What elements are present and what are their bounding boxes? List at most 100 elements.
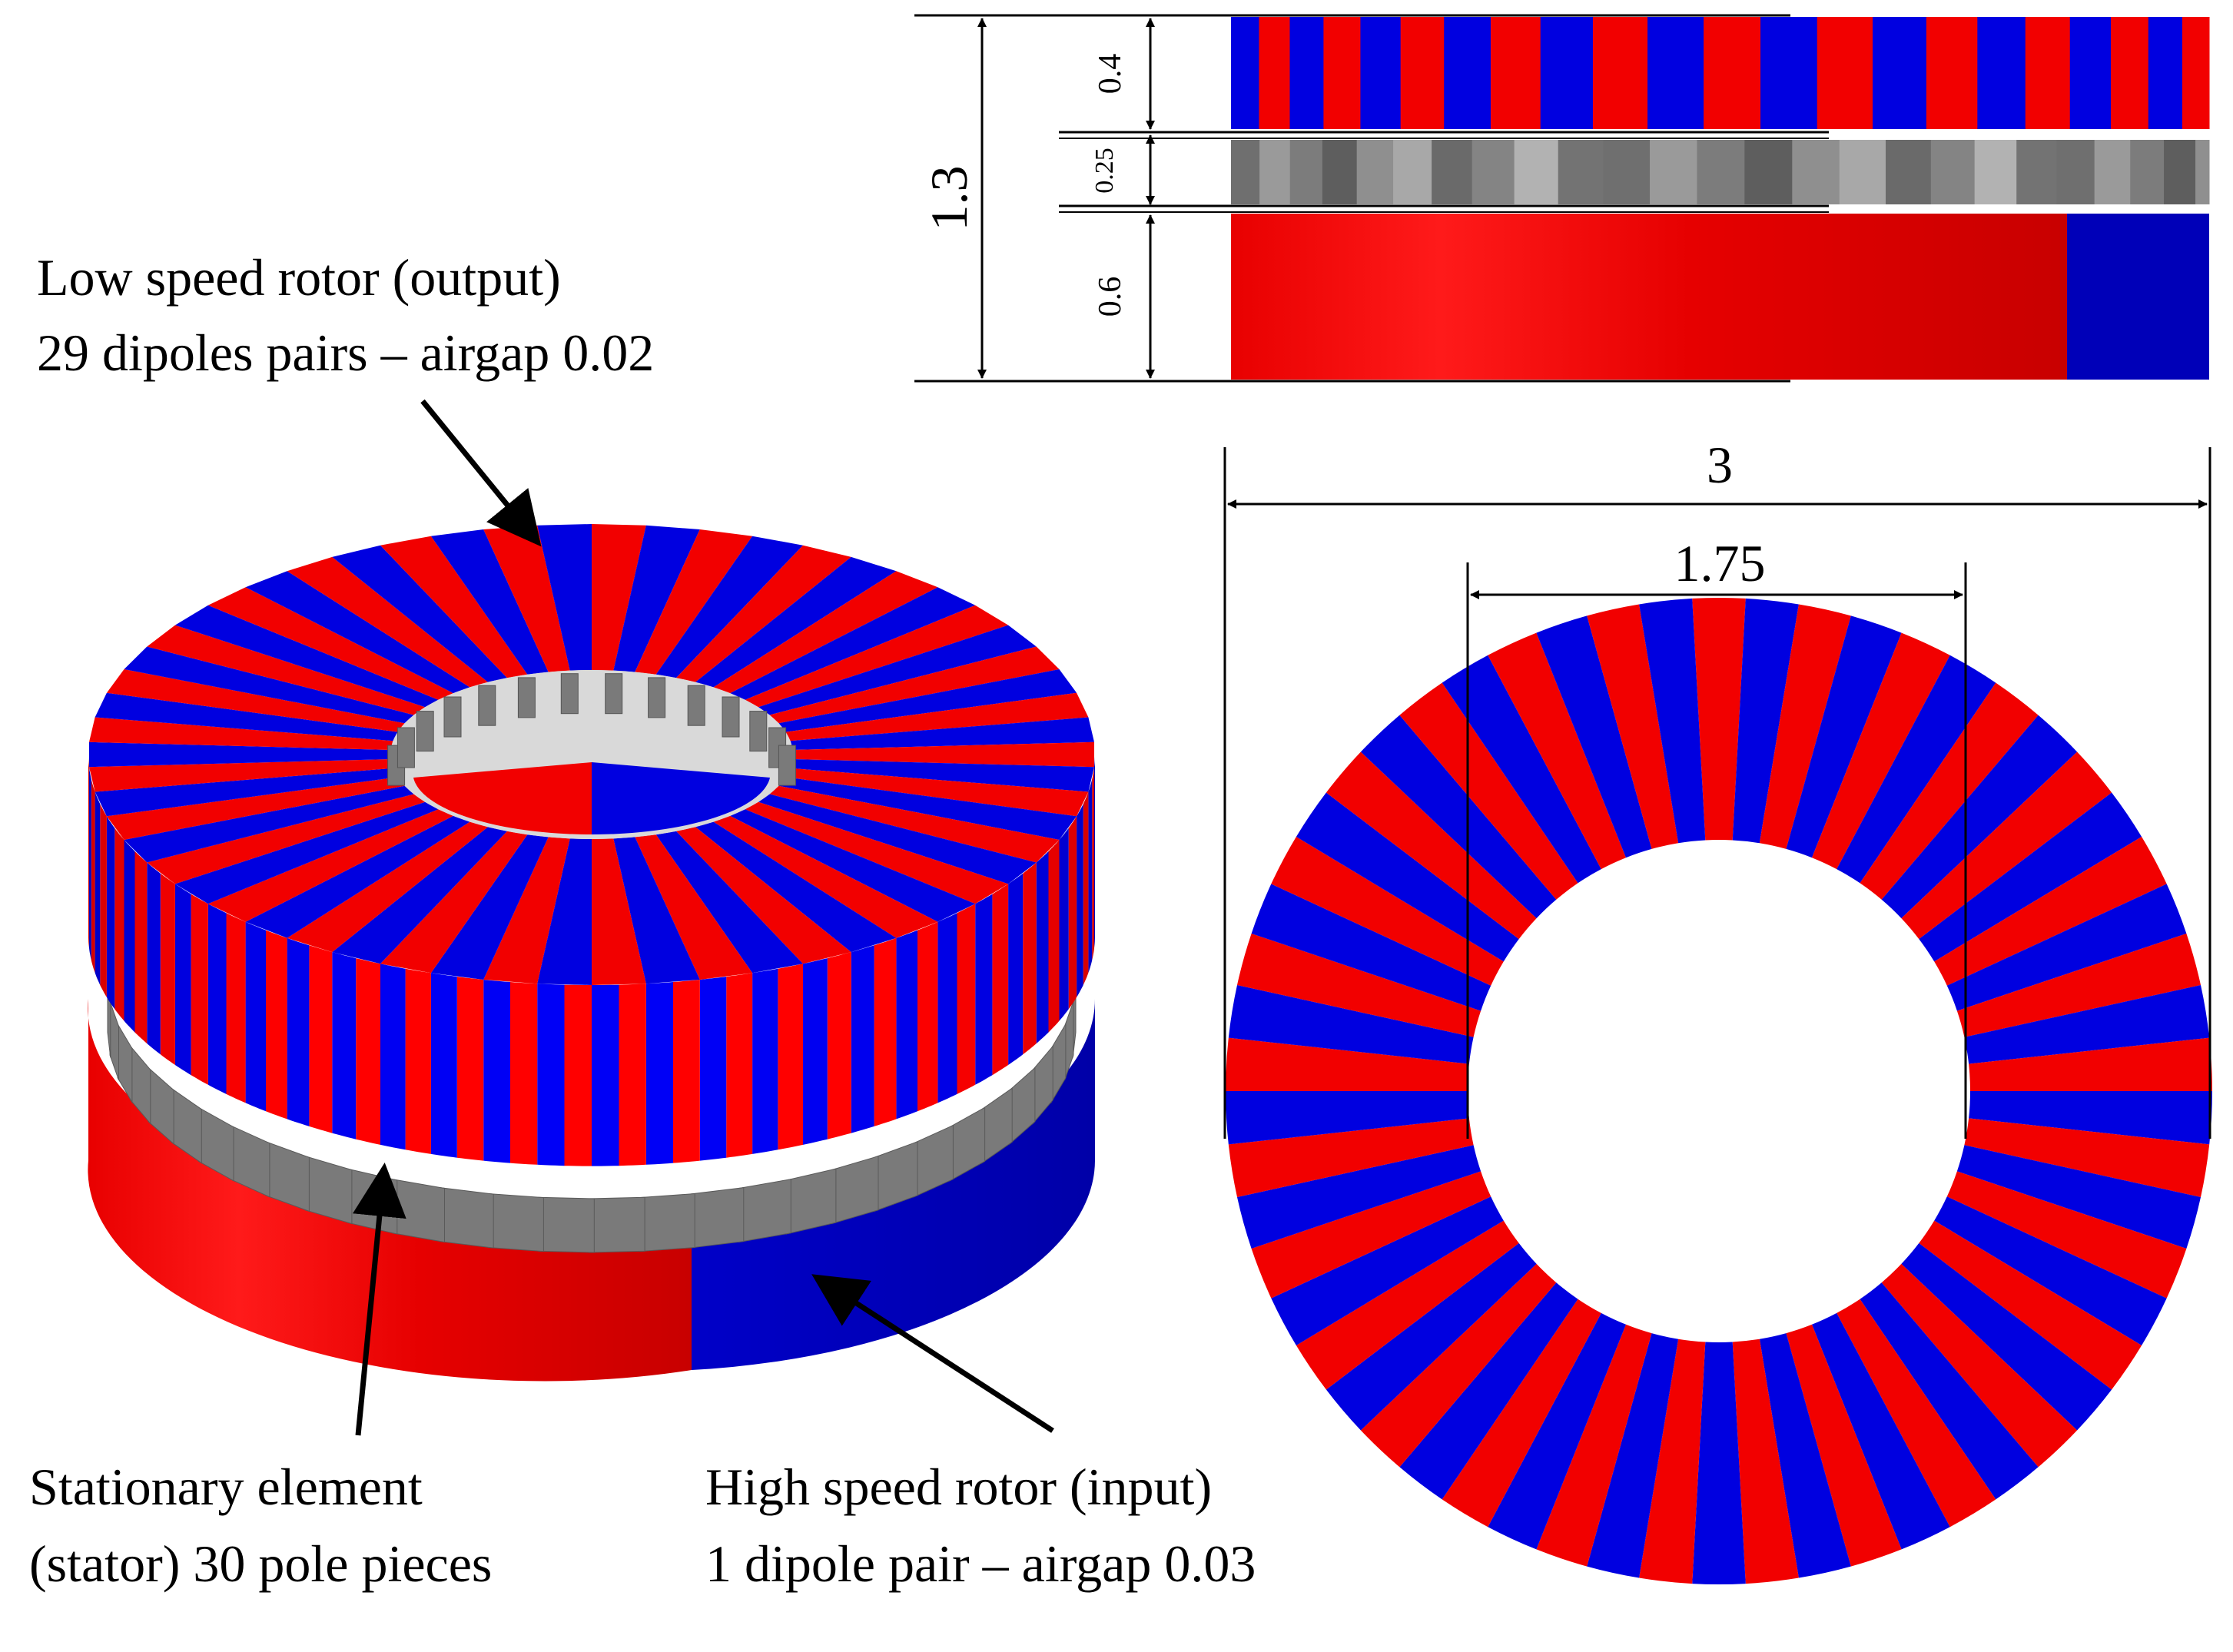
low-rotor-top-sector: [790, 759, 1094, 792]
low-rotor-top-sector: [147, 794, 426, 884]
ring-pole-sector: [1360, 715, 1557, 919]
low-rotor-pole-segment: [2025, 17, 2071, 129]
high-speed-rotor-arrow: [811, 1274, 1054, 1433]
dim-outer-diameter: 3: [1707, 436, 1733, 494]
low-rotor-top-sector: [635, 529, 753, 675]
low-rotor-side-stripe: [91, 779, 95, 974]
low-speed-rotor-arrow: [420, 399, 542, 547]
low-rotor-pole-segment: [1647, 17, 1704, 129]
stator-pole-segment: [1472, 140, 1515, 204]
stator-pole-segment: [1930, 140, 1976, 204]
stator-pole-segment: [2016, 140, 2057, 204]
low-rotor-pole-segment: [1490, 17, 1541, 129]
low-rotor-top-sector: [655, 831, 803, 974]
low-rotor-side-stripe: [287, 937, 310, 1126]
low-rotor-side-stripe: [207, 904, 227, 1094]
ring-pole-sector: [1226, 1091, 1469, 1145]
ring-pole-sector: [1881, 715, 2078, 919]
low-rotor-pole-segment: [1444, 17, 1491, 129]
low-rotor-top-sector: [207, 587, 453, 700]
low-rotor-top-sector: [89, 741, 391, 768]
ring-pole-sector: [1271, 1196, 1504, 1345]
low-rotor-top-sector: [430, 834, 549, 980]
low-rotor-top-sector: [245, 815, 470, 938]
ring-pole-sector: [1956, 934, 2201, 1037]
low-rotor-top-sector: [332, 545, 507, 682]
ring-pole-sector: [1442, 655, 1601, 884]
low-rotor-pole-segment: [1289, 17, 1324, 129]
stator-pole-piece: [689, 1187, 745, 1249]
stationary-element-arrow: [353, 1163, 406, 1436]
ring-pole-sector: [1964, 985, 2210, 1064]
high-speed-rotor-red-side: [88, 999, 692, 1382]
high-speed-rotor-blue-pole: [2067, 214, 2209, 380]
low-rotor-pole-segment: [1592, 17, 1648, 129]
low-rotor-side-stripe: [851, 945, 874, 1133]
low-rotor-pole-segment: [1817, 17, 1873, 129]
ring-pole-sector: [1639, 598, 1706, 844]
ring-pole-sector: [1901, 751, 2112, 940]
ring-dipole-sectors: [1226, 597, 2212, 1585]
low-rotor-side-stripe: [88, 755, 89, 948]
ring-pole-sector: [1956, 1145, 2201, 1249]
stator-pole-segment: [1886, 140, 1932, 204]
low-rotor-top-sector: [380, 831, 528, 974]
ring-pole-sector: [1536, 1324, 1652, 1567]
dim-inner-diameter: 1.75: [1674, 534, 1766, 592]
low-rotor-top-sector: [89, 759, 393, 792]
low-rotor-side-stripe: [803, 958, 828, 1145]
low-rotor-top-sector: [106, 777, 405, 840]
low-rotor-pole-segment: [1873, 17, 1927, 129]
low-rotor-side-stripe: [726, 973, 753, 1158]
low-rotor-pole-segment: [2182, 17, 2210, 129]
low-rotor-top-sector: [769, 785, 1060, 863]
stator-pole-piece: [439, 1187, 494, 1249]
low-rotor-side-stripe: [245, 921, 266, 1112]
low-rotor-pole-segment: [2069, 17, 2112, 129]
ring-pole-sector: [1881, 1263, 2078, 1468]
low-rotor-side-stripe: [778, 964, 803, 1150]
low-rotor-side-stripe: [673, 980, 700, 1163]
ring-pole-sector: [1587, 604, 1679, 849]
inner-stator-tooth: [778, 745, 796, 786]
ring-pole-sector: [1934, 837, 2167, 986]
ring-pole-sector: [1860, 682, 2039, 900]
ring-pole-sector: [1587, 1333, 1679, 1578]
inner-stator-tooth: [722, 696, 740, 738]
low-rotor-side-stripe: [430, 973, 457, 1158]
ring-pole-sector: [1919, 792, 2142, 962]
low-rotor-side-stripe: [937, 913, 957, 1103]
low-rotor-side-stripe: [510, 982, 538, 1165]
low-rotor-side-stripe: [160, 873, 175, 1065]
ring-pole-sector: [1237, 1145, 1481, 1249]
stator-pole-segment: [1558, 140, 1604, 204]
low-speed-rotor-title: Low speed rotor (output): [37, 248, 561, 307]
isometric-gear-view: [88, 524, 1095, 1382]
stator-pole-segment: [1744, 140, 1793, 204]
low-rotor-side-stripe: [957, 904, 976, 1094]
stator-pole-segment: [1514, 140, 1559, 204]
low-rotor-pole-segment: [1323, 17, 1361, 129]
ring-pole-sector: [1228, 985, 1474, 1064]
inner-stator-tooth: [560, 673, 579, 715]
high-speed-rotor-title: High speed rotor (input): [705, 1458, 1212, 1516]
ring-pole-sector: [1934, 1196, 2167, 1345]
low-rotor-side-stripe: [356, 958, 380, 1145]
stator-pole-segment: [1839, 140, 1886, 204]
stator-pole-segment: [1231, 140, 1260, 204]
ring-pole-sector: [1860, 1282, 2039, 1500]
ring-pole-sector: [1812, 1312, 1950, 1550]
low-rotor-side-stripe: [89, 767, 91, 960]
dim-high-rotor-height: 0.6: [1093, 277, 1128, 317]
ring-pole-sector: [1786, 615, 1902, 858]
ring-pole-sector: [1786, 1324, 1902, 1567]
low-rotor-side-stripe: [1059, 828, 1069, 1021]
ring-pole-sector: [1964, 1118, 2210, 1197]
stationary-element-detail: (stator) 30 pole pieces: [29, 1534, 492, 1593]
ring-pole-sector: [1946, 1171, 2187, 1299]
low-rotor-side-stripe: [332, 952, 357, 1139]
low-rotor-side-stripe: [309, 945, 333, 1133]
low-rotor-side-stripe: [405, 968, 431, 1154]
annotation-low-speed-rotor: Low speed rotor (output) 29 dipoles pair…: [37, 248, 654, 547]
stator-pole-piece: [639, 1193, 695, 1252]
